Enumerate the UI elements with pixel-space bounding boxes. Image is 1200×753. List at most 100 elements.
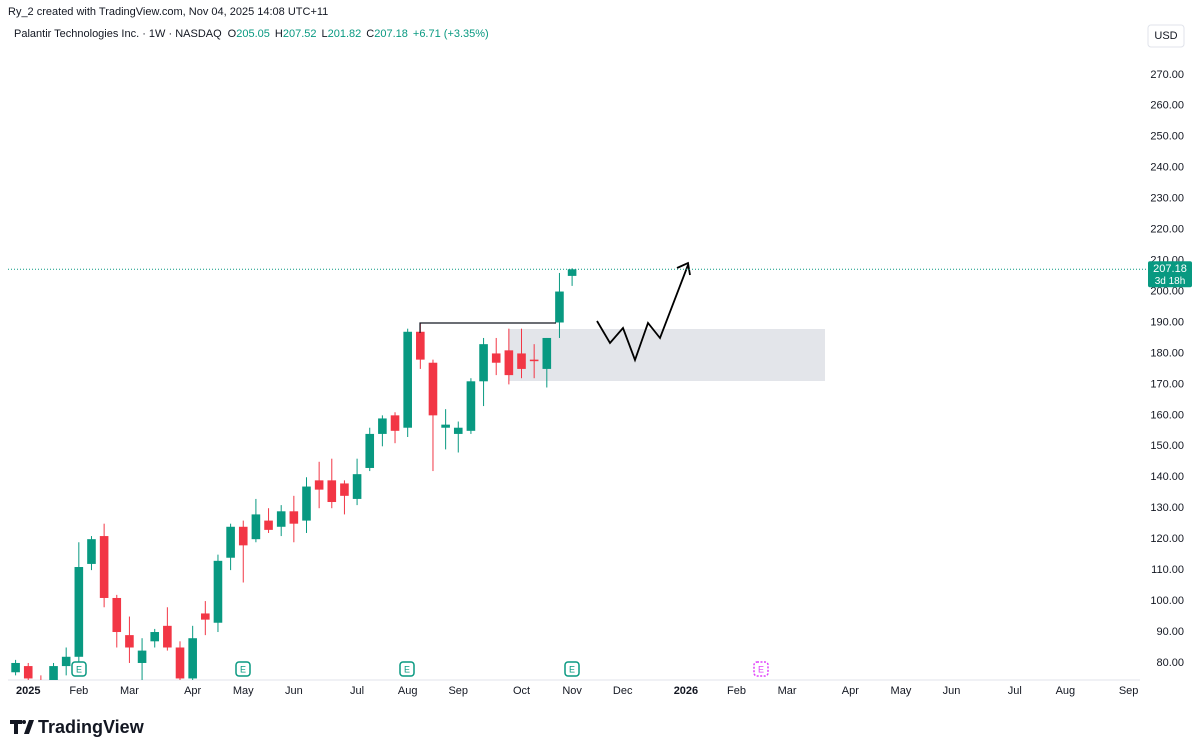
x-tick-label: Sep — [1119, 685, 1139, 697]
candle-body — [61, 656, 71, 667]
candle-body — [23, 666, 33, 679]
y-tick-label: 100.00 — [1150, 595, 1184, 607]
candle-body — [529, 359, 539, 362]
y-tick-label: 160.00 — [1150, 409, 1184, 421]
ohlc-letter: H — [275, 28, 283, 40]
earnings-icon: E — [399, 661, 415, 677]
ohlc-letter: C — [366, 28, 374, 40]
svg-text:E: E — [569, 664, 575, 674]
y-tick-label: 90.00 — [1156, 626, 1184, 638]
x-tick-label: Dec — [613, 685, 633, 697]
candle-body — [352, 474, 362, 499]
candle-body — [112, 597, 122, 633]
candle-body — [466, 381, 476, 431]
legend: Palantir Technologies Inc. · 1W · NASDAQ… — [14, 28, 489, 40]
svg-text:E: E — [240, 664, 246, 674]
x-tick-label: Aug — [398, 685, 418, 697]
logo-dot — [22, 720, 26, 724]
y-tick-label: 80.00 — [1156, 657, 1184, 669]
x-tick-label: Nov — [562, 685, 582, 697]
x-tick-label: Oct — [513, 685, 530, 697]
x-tick-label: May — [891, 685, 912, 697]
candle-body — [238, 526, 248, 546]
y-tick-label: 240.00 — [1150, 162, 1184, 174]
ohlc-letter: L — [322, 28, 328, 40]
candle-body — [302, 486, 311, 521]
x-tick-label: 2026 — [674, 685, 698, 697]
candle-body — [163, 625, 172, 648]
projection-path — [596, 264, 689, 363]
candle-body — [11, 662, 20, 673]
logo-text: TradingView — [38, 717, 145, 737]
x-tick-label: Mar — [120, 685, 139, 697]
candle-body — [327, 480, 337, 503]
header: Ry_2 created with TradingView.com, Nov 0… — [8, 6, 328, 18]
y-tick-label: 230.00 — [1150, 193, 1184, 205]
plot — [11, 268, 825, 680]
candle-body — [555, 291, 564, 323]
x-tick-label: Jun — [943, 685, 961, 697]
candle-body — [49, 666, 58, 680]
candle-body — [175, 647, 185, 679]
y-tick-label: 150.00 — [1150, 440, 1184, 452]
x-tick-label: Apr — [184, 685, 201, 697]
candle-body — [479, 344, 488, 382]
candle-body — [201, 613, 210, 620]
y-tick-label: 220.00 — [1150, 224, 1184, 236]
candle-body — [213, 560, 223, 623]
change: +6.71 (+3.35%) — [413, 28, 489, 40]
y-tick-label: 170.00 — [1150, 378, 1184, 390]
candle-body — [150, 632, 160, 642]
x-tick-label: Apr — [842, 685, 859, 697]
earnings-icon: E — [235, 661, 251, 677]
candle-body — [188, 638, 197, 679]
candle-body — [542, 337, 552, 369]
x-tick-label: Aug — [1056, 685, 1076, 697]
earnings-icons: E E E E E — [71, 661, 769, 677]
currency-box — [1147, 24, 1185, 48]
candle-body — [441, 424, 450, 428]
candle-body — [416, 331, 425, 360]
y-tick-label: 110.00 — [1151, 564, 1184, 576]
candle-body — [504, 350, 514, 376]
symbol: Palantir Technologies Inc. · 1W · NASDAQ — [14, 28, 222, 40]
candle-body — [314, 480, 324, 490]
currency: USD — [1154, 30, 1177, 42]
drawings — [419, 261, 691, 363]
x-tick-label: 2025 — [16, 685, 40, 697]
x-tick-label: Feb — [69, 685, 88, 697]
y-tick-label: 180.00 — [1150, 347, 1184, 359]
candle-body — [276, 511, 286, 527]
candle-body — [264, 520, 273, 530]
svg-text:E: E — [404, 664, 410, 674]
earnings-icon: E — [753, 661, 769, 677]
candle-body — [517, 353, 526, 369]
arrow-head — [676, 261, 691, 276]
price-label: 207.18 — [1153, 263, 1187, 275]
x-tick-label: Jul — [350, 685, 364, 697]
candle-body — [251, 514, 261, 540]
candle-body — [125, 635, 134, 648]
x-tick-label: Mar — [778, 685, 797, 697]
ohlc-letter: O — [228, 28, 237, 40]
x-tick-label: May — [233, 685, 254, 697]
price-label-box — [1148, 261, 1192, 288]
candle-body — [226, 526, 235, 558]
candle-body — [491, 353, 501, 363]
candle-body — [428, 362, 438, 416]
earnings-icon: E — [564, 661, 580, 677]
x-tick-label: Jul — [1008, 685, 1022, 697]
y-tick-label: 270.00 — [1150, 69, 1184, 81]
candle-body — [378, 418, 387, 434]
level-line — [419, 322, 556, 333]
ohlc-value: 207.52 — [283, 28, 317, 40]
ohlc-value: 207.18 — [374, 28, 408, 40]
y-tick-label: 260.00 — [1150, 100, 1184, 112]
candle-body — [390, 415, 400, 431]
y-tick-label: 130.00 — [1150, 502, 1184, 514]
candle-body — [453, 427, 463, 434]
logo-icon — [10, 720, 34, 734]
candle-body — [289, 511, 299, 524]
y-tick-label: 120.00 — [1150, 533, 1184, 545]
